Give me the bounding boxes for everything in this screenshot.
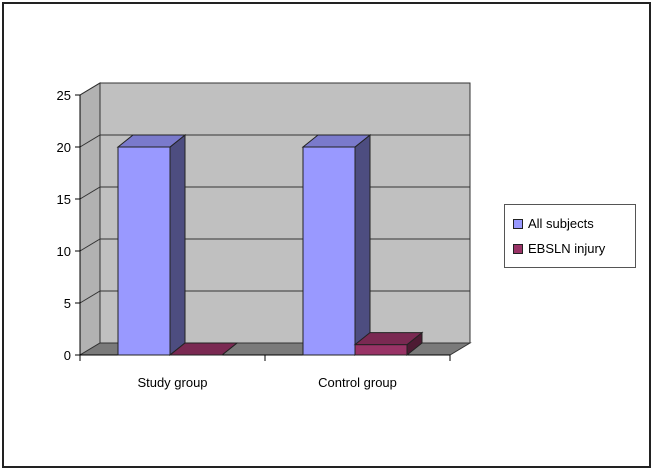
legend-item-ebsln-injury: EBSLN injury: [513, 241, 605, 256]
y-tick-label: 20: [57, 140, 71, 155]
bar-top: [168, 342, 239, 356]
y-tick-label: 15: [57, 192, 71, 207]
bar-front: [354, 344, 408, 356]
legend-item-all-subjects: All subjects: [513, 216, 594, 231]
y-tick-label: 10: [57, 244, 71, 259]
bar-top: [301, 134, 372, 148]
bar-front: [302, 146, 356, 356]
legend-swatch-all-subjects: [513, 218, 523, 229]
x-category-label: Control group: [318, 375, 397, 390]
x-category-label: Study group: [137, 375, 207, 390]
gridline: [79, 82, 470, 96]
bar-side: [169, 133, 186, 357]
legend-label-all-subjects: All subjects: [528, 216, 594, 231]
y-tick-label: 5: [64, 296, 71, 311]
legend-swatch-ebsln-injury: [513, 243, 523, 254]
bar-side: [354, 133, 371, 357]
plot-side-wall: [79, 82, 101, 356]
bar-top: [353, 332, 424, 346]
bar-top: [116, 134, 187, 148]
legend: All subjects EBSLN injury: [504, 204, 636, 268]
legend-label-ebsln-injury: EBSLN injury: [528, 241, 606, 256]
bar-front: [117, 146, 171, 356]
y-tick-label: 0: [64, 348, 71, 363]
y-tick-label: 25: [57, 88, 71, 103]
